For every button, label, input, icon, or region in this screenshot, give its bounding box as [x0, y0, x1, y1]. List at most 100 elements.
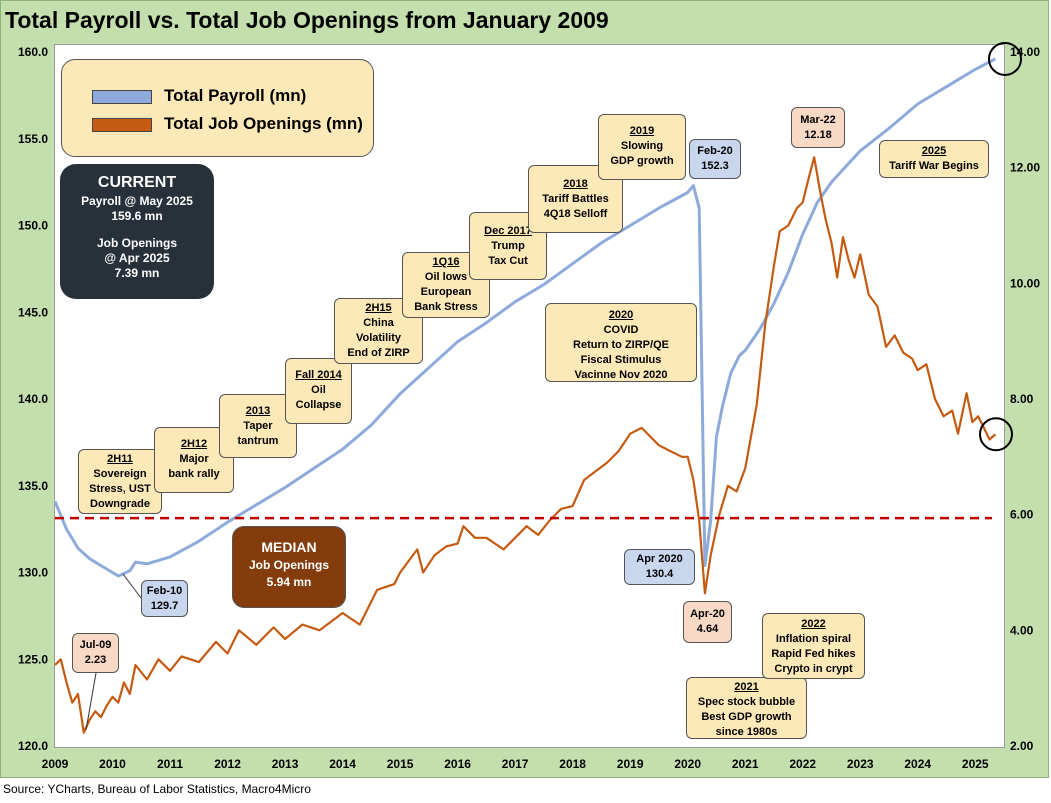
annotation-2025-line: Tariff War Begins: [889, 160, 979, 172]
chart-title: Total Payroll vs. Total Job Openings fro…: [5, 7, 609, 33]
y-left-tick-label: 155.0: [18, 132, 48, 146]
y-left-tick-label: 160.0: [18, 45, 48, 59]
annotation-2h12-title: 2H12: [180, 438, 208, 450]
x-tick-label: 2019: [617, 757, 644, 771]
annotation-dec2017-title: Dec 2017: [484, 225, 532, 237]
median-label: Job Openings: [248, 558, 329, 572]
source-note: Source: YCharts, Bureau of Labor Statist…: [3, 782, 311, 796]
legend-swatch-openings: [92, 117, 152, 132]
x-tick-label: 2010: [99, 757, 126, 771]
payroll-series-line: [53, 57, 997, 578]
callout-apr20: Apr-20 4.64: [683, 601, 732, 643]
annotation-2019-line: GDP growth: [610, 155, 674, 167]
annotation-2013-line: tantrum: [237, 435, 279, 447]
current-payroll-value: 159.6 mn: [111, 209, 163, 223]
y-right-tick-label: 12.00: [1010, 161, 1040, 175]
median-value: 5.94 mn: [266, 575, 312, 589]
annotation-2018-title: 2018: [563, 178, 588, 190]
annotation-2013: 2013 Taper tantrum: [219, 394, 297, 458]
current-box: CURRENT Payroll @ May 2025 159.6 mn Job …: [60, 164, 214, 299]
current-payroll-label: Payroll @ May 2025: [81, 194, 193, 208]
annotation-fall2014-line: Oil: [311, 384, 326, 396]
x-tick-label: 2021: [732, 757, 759, 771]
x-tick-label: 2025: [962, 757, 989, 771]
median-box: MEDIAN Job Openings 5.94 mn: [232, 526, 346, 608]
y-left-tick-label: 140.0: [18, 392, 48, 406]
x-tick-label: 2023: [847, 757, 874, 771]
annotation-2013-title: 2013: [245, 405, 271, 417]
annotation-2018-line: Tariff Battles: [542, 193, 609, 205]
annotation-dec2017-line: Tax Cut: [488, 255, 528, 267]
x-tick-label: 2020: [674, 757, 701, 771]
x-tick-label: 2009: [42, 757, 69, 771]
callout-jul09-value: 2.23: [84, 654, 107, 666]
annotation-2025-title: 2025: [921, 145, 947, 157]
x-tick-label: 2013: [272, 757, 299, 771]
x-tick-label: 2014: [329, 757, 356, 771]
callout-mar22-value: 12.18: [804, 129, 832, 141]
callout-mar22-date: Mar-22: [800, 114, 836, 126]
annotation-2022: 2022 Inflation spiral Rapid Fed hikes Cr…: [762, 613, 865, 679]
annotation-2h11-line: Sovereign: [93, 468, 147, 480]
annotation-2021-line: since 1980s: [715, 726, 778, 738]
y-left-tick-label: 125.0: [18, 652, 48, 666]
callout-apr2020-date: Apr 2020: [636, 553, 683, 565]
callout-apr2020: Apr 2020 130.4: [624, 549, 695, 585]
annotation-fall2014-title: Fall 2014: [295, 369, 342, 381]
annotation-2h12-line: bank rally: [168, 468, 220, 480]
annotation-2019-title: 2019: [629, 125, 655, 137]
callout-feb10-value: 129.7: [150, 600, 179, 612]
current-title: CURRENT: [97, 174, 177, 191]
annotation-2h15-line: China: [363, 317, 394, 329]
callout-feb20-value: 152.3: [701, 160, 729, 172]
annotation-2021-title: 2021: [734, 681, 759, 693]
legend-swatch-payroll: [92, 89, 152, 104]
annotation-2013-line: Taper: [243, 420, 273, 432]
callout-apr20-date: Apr-20: [690, 608, 725, 620]
annotation-2h11-line: Downgrade: [90, 498, 150, 510]
annotation-2h11: 2H11 Sovereign Stress, UST Downgrade: [78, 449, 162, 514]
annotation-2021-line: Best GDP growth: [701, 711, 792, 723]
x-tick-label: 2024: [904, 757, 931, 771]
callout-connector: [85, 672, 97, 731]
y-right-tick-label: 6.00: [1010, 508, 1034, 522]
annotation-2018-line: 4Q18 Selloff: [543, 208, 608, 220]
annotation-2022-title: 2022: [801, 618, 826, 630]
annotation-2h15-line: End of ZIRP: [347, 347, 410, 359]
annotation-1q16-line: Bank Stress: [414, 301, 478, 313]
annotation-fall2014-line: Collapse: [295, 399, 342, 411]
y-left-tick-label: 150.0: [18, 219, 48, 233]
annotation-2h12-line: Major: [179, 453, 209, 465]
annotation-fall2014: Fall 2014 Oil Collapse: [285, 358, 352, 424]
annotation-2019-line: Slowing: [620, 140, 664, 152]
median-title: MEDIAN: [261, 539, 317, 555]
annotation-2020-title: 2020: [608, 309, 634, 321]
current-openings-value: 7.39 mn: [114, 266, 160, 280]
annotation-2h15-title: 2H15: [365, 302, 392, 314]
annotation-dec2017-line: Trump: [491, 240, 525, 252]
legend-label-openings: Total Job Openings (mn): [164, 114, 363, 133]
annotation-2022-line: Crypto in crypt: [774, 663, 853, 675]
y-left-tick-label: 120.0: [18, 739, 48, 753]
x-tick-label: 2011: [157, 757, 183, 771]
callout-feb20: Feb-20 152.3: [689, 139, 741, 179]
legend-item-openings: Total Job Openings (mn): [92, 114, 363, 134]
annotation-2020-line: Fiscal Stimulus: [580, 354, 662, 366]
annotation-1q16-title: 1Q16: [432, 256, 460, 268]
legend-item-payroll: Total Payroll (mn): [92, 86, 306, 106]
y-right-tick-label: 8.00: [1010, 392, 1034, 406]
y-right-tick-label: 2.00: [1010, 739, 1034, 753]
annotation-2020-line: Vacinne Nov 2020: [574, 369, 668, 381]
annotation-2025: 2025 Tariff War Begins: [879, 140, 989, 178]
annotation-2h11-title: 2H11: [107, 453, 133, 465]
x-tick-label: 2015: [387, 757, 414, 771]
callout-apr20-value: 4.64: [696, 623, 719, 635]
x-tick-label: 2018: [559, 757, 586, 771]
current-openings-label: Job Openings: [96, 236, 177, 250]
callout-feb10-date: Feb-10: [146, 585, 183, 597]
callout-jul09-date: Jul-09: [79, 639, 112, 651]
callout-feb20-date: Feb-20: [697, 145, 733, 157]
annotation-2020: 2020 COVID Return to ZIRP/QE Fiscal Stim…: [545, 303, 697, 382]
legend: Total Payroll (mn) Total Job Openings (m…: [61, 59, 374, 157]
